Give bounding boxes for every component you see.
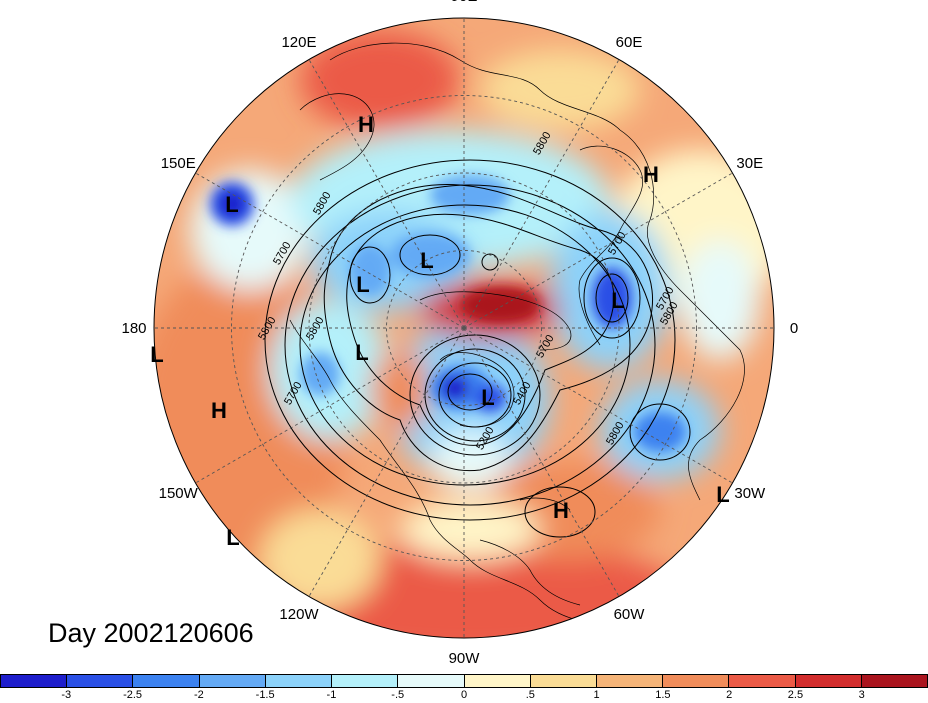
meridian-label: 60E — [616, 34, 643, 51]
meridian-labels: 90E 60E 30E 0 30W 60W 90W 120W 150W 180 150E 120E — [121, 0, 798, 667]
meridian-label: 0 — [790, 320, 798, 337]
colorbar-tick-label: -3 — [61, 689, 72, 701]
colorbar-tick-label: 1 — [593, 689, 600, 701]
colorbar-swatch — [1, 675, 68, 687]
anomaly-field — [154, 18, 774, 638]
date-label: Day 2002120606 — [48, 618, 254, 648]
colorbar-swatch — [67, 675, 134, 687]
meridian-label: 90E — [451, 0, 478, 5]
colorbar-tick-label: -1.5 — [255, 689, 275, 701]
low-pressure-marker: L — [226, 525, 239, 550]
colorbar-swatch — [133, 675, 200, 687]
low-pressure-marker: L — [355, 340, 368, 365]
colorbar-swatch — [596, 675, 664, 687]
colorbar-swatch — [265, 675, 333, 687]
low-pressure-marker: L — [481, 385, 494, 410]
meridian-line — [463, 327, 733, 484]
colorbar-tick-label: -2.5 — [123, 689, 143, 701]
pressure-centers: H H L L L L L L L H H L L — [150, 112, 729, 550]
colorbar-swatch — [464, 675, 531, 687]
colorbar-swatch — [861, 675, 928, 687]
meridian-line — [463, 327, 620, 597]
colorbar-tick-label: 2.5 — [787, 689, 804, 701]
meridian-label: 30W — [734, 485, 766, 502]
colorbar-tick-label: -2 — [193, 689, 204, 701]
colorbar-swatch — [795, 675, 862, 687]
colorbar: -3 -2.5 -2 -1.5 -1 -.5 0 .5 1 1.5 2 2.5 3 — [0, 674, 928, 702]
colorbar-swatch — [398, 675, 465, 687]
low-pressure-marker: L — [150, 342, 163, 367]
low-pressure-marker: L — [356, 272, 369, 297]
colorbar-swatch — [729, 675, 796, 687]
low-pressure-marker: L — [225, 192, 238, 217]
low-pressure-marker: L — [611, 288, 624, 313]
coastlines — [289, 42, 745, 625]
meridian-line — [308, 59, 465, 329]
colorbar-tick-label: 1.5 — [655, 689, 671, 701]
high-pressure-marker: H — [358, 112, 374, 137]
meridian-label: 180 — [121, 320, 146, 337]
meridian-label: 30E — [736, 155, 763, 172]
meridian-line — [195, 327, 465, 484]
low-pressure-marker: L — [420, 248, 433, 273]
high-pressure-marker: H — [643, 162, 659, 187]
meridian-label: 120E — [281, 34, 316, 51]
meridian-line — [308, 327, 465, 597]
graticule — [154, 18, 774, 638]
meridian-line — [463, 59, 620, 329]
meridian-label: 120W — [279, 606, 319, 623]
meridian-label: 60W — [614, 606, 646, 623]
map-boundary — [153, 17, 775, 639]
meridian-line — [463, 172, 733, 329]
height-contours — [264, 159, 691, 538]
colorbar-ticks: -3 -2.5 -2 -1.5 -1 -.5 0 .5 1 1.5 2 2.5 3 — [0, 689, 928, 703]
meridian-label: 150W — [159, 485, 199, 502]
colorbar-swatches — [0, 674, 928, 688]
colorbar-tick-label: 3 — [858, 689, 865, 701]
colorbar-swatch — [530, 675, 597, 687]
high-pressure-marker: H — [211, 398, 227, 423]
colorbar-swatch — [332, 675, 399, 687]
colorbar-tick-label: -.5 — [391, 689, 405, 701]
high-pressure-marker: H — [553, 498, 569, 523]
latitude-circle — [231, 95, 697, 561]
meridian-label: 90W — [449, 650, 481, 667]
latitude-circle — [386, 250, 542, 406]
latitude-circle — [308, 172, 620, 484]
colorbar-tick-label: -1 — [326, 689, 337, 701]
colorbar-swatch — [663, 675, 730, 687]
colorbar-tick-label: .5 — [525, 689, 535, 701]
low-pressure-marker: L — [716, 482, 729, 507]
colorbar-tick-label: 2 — [726, 689, 733, 701]
meridian-line — [195, 172, 465, 329]
meridian-label: 150E — [161, 155, 196, 172]
colorbar-swatch — [199, 675, 266, 687]
colorbar-tick-label: 0 — [460, 689, 468, 701]
